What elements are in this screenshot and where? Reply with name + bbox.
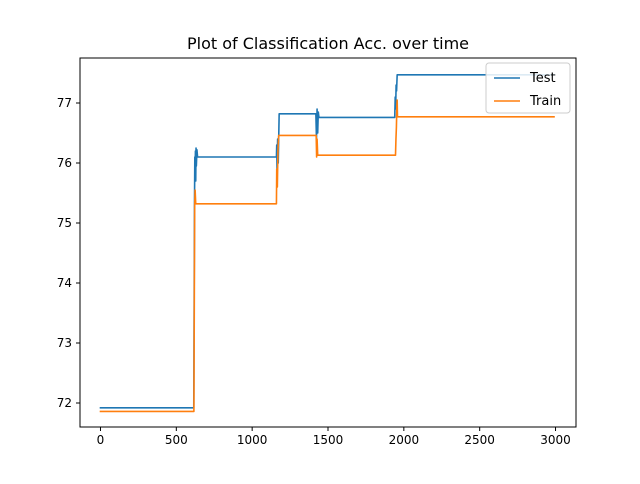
series-layer	[99, 74, 555, 413]
y-tick-label: 74	[57, 276, 72, 290]
x-tick-label: 500	[165, 433, 188, 447]
x-tick-label: 2500	[464, 433, 495, 447]
chart-title: Plot of Classification Acc. over time	[187, 34, 469, 53]
legend: Test Train	[485, 62, 571, 114]
x-tick-label: 3000	[540, 433, 571, 447]
y-tick-label: 72	[57, 396, 72, 410]
x-tick-label: 2000	[389, 433, 420, 447]
y-tick-label: 77	[57, 96, 72, 110]
x-tick-label: 1500	[313, 433, 344, 447]
legend-label-test: Test	[529, 71, 556, 86]
legend-label-train: Train	[529, 94, 561, 109]
y-tick-label: 76	[57, 156, 72, 170]
axes-layer: 0 500 1000 1500 2000 2500 3000 72 73 74 75 76 77	[57, 96, 571, 447]
x-tick-label: 1000	[237, 433, 268, 447]
x-tick-label: 0	[97, 433, 105, 447]
series-line-train	[99, 99, 555, 413]
y-tick-label: 73	[57, 336, 72, 350]
y-tick-label: 75	[57, 216, 72, 230]
